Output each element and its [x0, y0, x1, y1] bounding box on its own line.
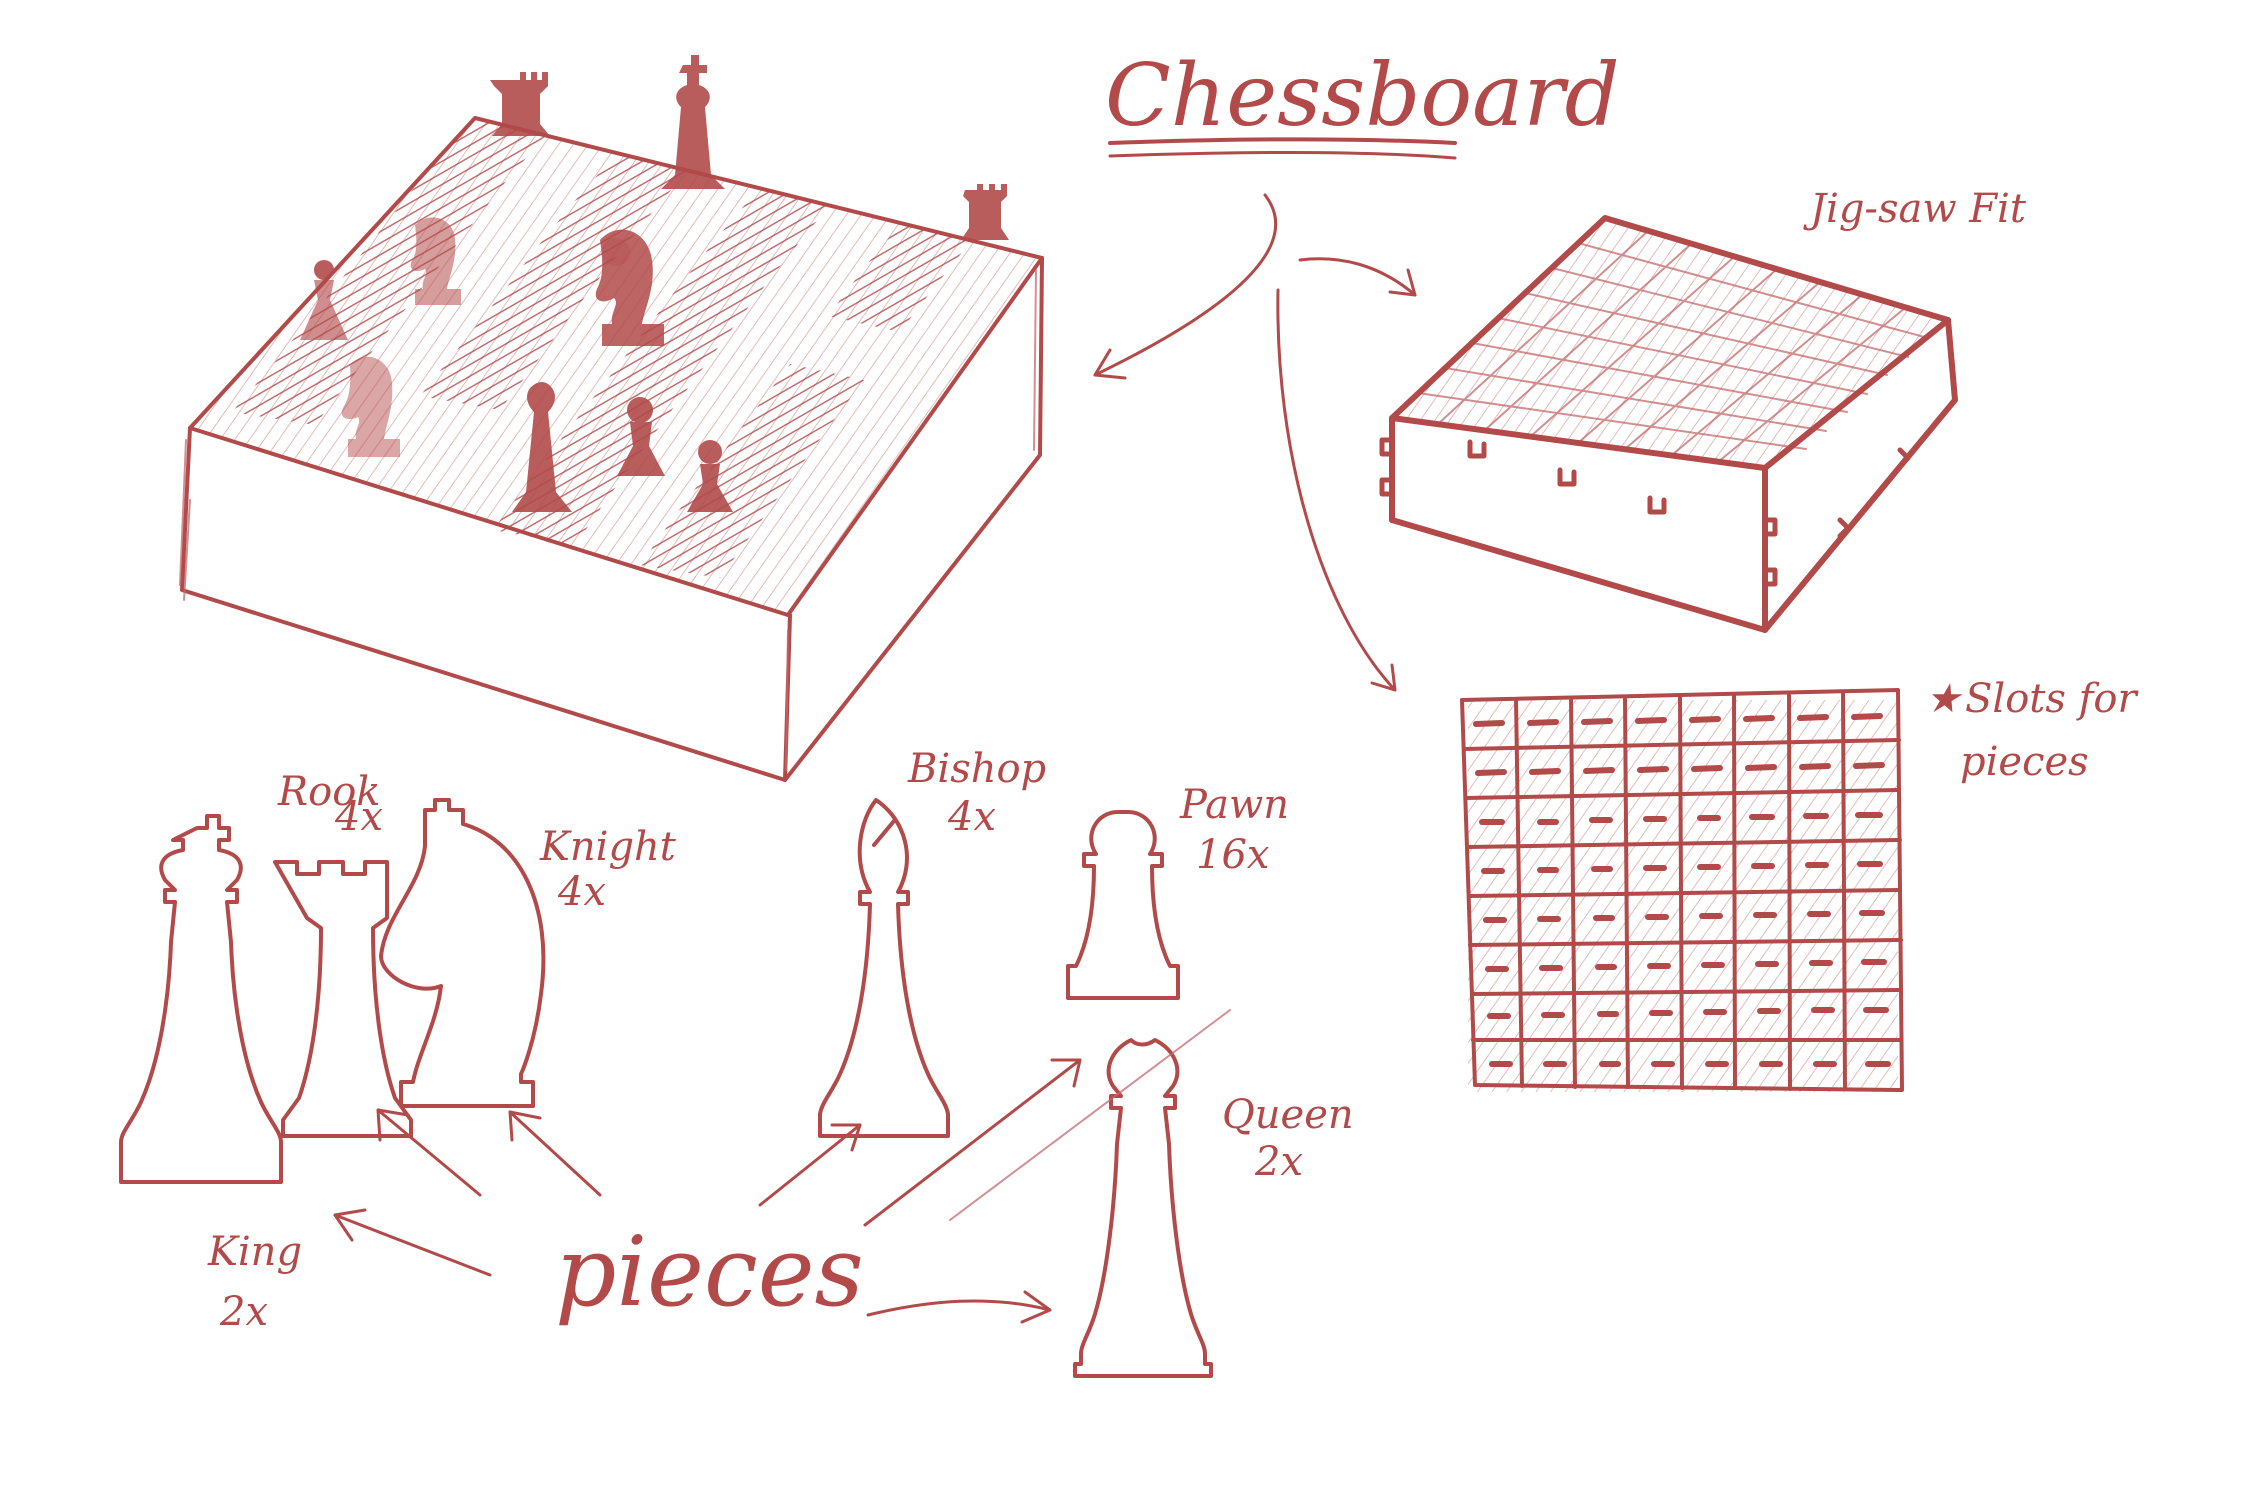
king-count: 2x [219, 1289, 268, 1335]
arrow-to-board [1093, 193, 1278, 377]
title-group: Chessboard [1105, 46, 1620, 160]
board-pieces [300, 55, 1009, 512]
queen-label: Queen [1222, 1092, 1354, 1138]
title-underline [1108, 137, 1457, 145]
title-arrows [1093, 193, 1417, 692]
jigsaw-grid [1417, 230, 1929, 463]
slots-note-line1: Slots for [1965, 676, 2139, 722]
arrow-to-jigsaw [1298, 257, 1417, 297]
knight-count: 4x [557, 869, 606, 915]
jigsaw-side-face [1762, 317, 1958, 633]
bishop-outline [818, 798, 950, 1138]
rook-outline [273, 860, 413, 1138]
arrow-to-rook-head [376, 1108, 410, 1142]
arrow-to-pawn-head [1050, 1058, 1082, 1088]
arrow-to-board-head [1093, 348, 1127, 380]
pawn-outline [1066, 810, 1180, 1000]
arrow-to-slotted-head [1370, 663, 1397, 692]
pawn-label: Pawn [1179, 782, 1289, 828]
slots-note-line2: pieces [1960, 739, 2089, 785]
bishop-mitre-cut [872, 819, 896, 847]
arrow-to-rook [376, 1108, 482, 1197]
page-title: Chessboard [1105, 46, 1620, 146]
star-icon: ★ [1925, 676, 1963, 722]
slotted-board: ★ Slots for pieces [1460, 676, 2139, 1092]
jigsaw-box: Jig-saw Fit [1379, 186, 2027, 633]
arrow-to-queen-head [1020, 1290, 1052, 1324]
pieces-label: pieces [555, 1216, 864, 1328]
bishop-label: Bishop [907, 746, 1046, 792]
arrow-to-bishop-head [830, 1123, 862, 1152]
arrow-to-knight-head [508, 1110, 542, 1142]
arrow-to-slotted [1276, 288, 1397, 692]
king-label: King [207, 1229, 302, 1275]
jigsaw-tabs [1379, 437, 1911, 587]
rook-label: Rook [277, 769, 381, 815]
arrow-to-queen [866, 1299, 1052, 1317]
jigsaw-note: Jig-saw Fit [1803, 186, 2027, 232]
arrow-to-jigsaw-head [1388, 268, 1417, 297]
piece-labels: King 2x Rook 4x Knight 4x Bishop 4x Pawn… [207, 746, 1354, 1335]
title-underline-2 [1108, 150, 1457, 160]
bishop-count: 4x [947, 794, 996, 840]
jigsaw-front-face [1389, 415, 1768, 633]
piece-outlines [119, 798, 1213, 1378]
arrow-to-king [333, 1213, 492, 1277]
knight-label: Knight [539, 824, 677, 870]
slotted-board-grid [1460, 688, 1904, 1092]
arrow-to-king-head [333, 1208, 367, 1242]
pieces-arrows [333, 1058, 1082, 1324]
king-outline [119, 814, 283, 1184]
slot-marks [1473, 713, 1891, 1067]
rook-count: 4x [334, 794, 383, 840]
arrow-to-pawn [863, 1058, 1082, 1227]
arrow-to-bishop [758, 1123, 862, 1207]
board-side-face [783, 256, 1044, 782]
knight-outline [379, 798, 546, 1108]
pawn-count: 16x [1196, 832, 1269, 878]
queen-count: 2x [1254, 1139, 1303, 1185]
board-3d [179, 55, 1044, 782]
arrow-to-knight [508, 1110, 602, 1197]
queen-outline [1073, 1038, 1213, 1378]
